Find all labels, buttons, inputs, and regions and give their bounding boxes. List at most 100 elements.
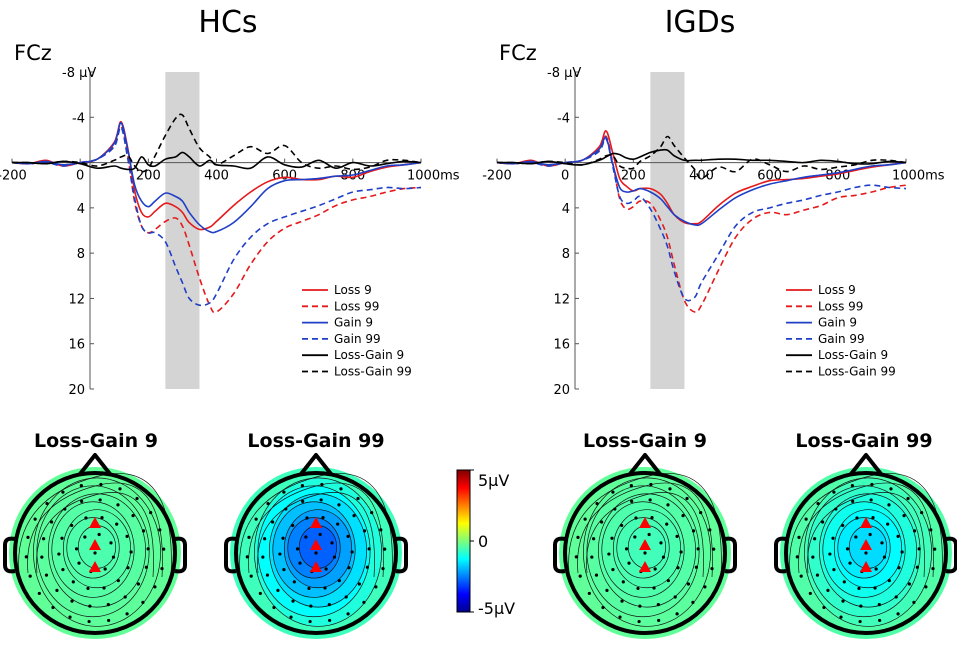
contour-line bbox=[577, 482, 713, 578]
x-tick-label: 800 bbox=[340, 169, 365, 184]
x-tick-label: 200 bbox=[621, 169, 646, 184]
x-tick-label: 0 bbox=[561, 169, 569, 184]
left-ear bbox=[553, 536, 566, 574]
electrode-label: FCz bbox=[14, 41, 52, 65]
x-tick-label: 1000ms bbox=[407, 169, 460, 184]
legend-label: Gain 9 bbox=[334, 316, 373, 330]
legend-label: Loss-Gain 99 bbox=[334, 365, 412, 379]
y-tick-label: 20 bbox=[68, 383, 85, 398]
right-ear bbox=[945, 536, 957, 574]
legend-label: Gain 99 bbox=[818, 332, 865, 346]
legend-label: Loss 99 bbox=[334, 299, 379, 313]
legend-label: Loss 99 bbox=[818, 299, 863, 313]
marked-electrode bbox=[310, 517, 322, 528]
head-outline bbox=[784, 471, 948, 635]
topomap-title: Loss-Gain 99 bbox=[795, 430, 932, 452]
x-tick-label: 1000ms bbox=[892, 169, 945, 184]
marked-electrode bbox=[310, 539, 322, 550]
series-line-loss-gain-9 bbox=[496, 148, 907, 166]
topomap-title: Loss-Gain 99 bbox=[247, 430, 384, 452]
legend-label: Loss-Gain 9 bbox=[334, 348, 404, 362]
y-tick-label: -4 bbox=[557, 111, 570, 126]
colorbar: 5µV 0 -5µV bbox=[456, 469, 515, 618]
y-tick-label: 16 bbox=[553, 338, 570, 353]
series-line-gain-9 bbox=[496, 136, 907, 227]
marked-electrode bbox=[89, 539, 101, 550]
left-ear bbox=[224, 536, 237, 574]
topomap-title: Loss-Gain 9 bbox=[34, 430, 158, 452]
contour-line bbox=[27, 482, 163, 578]
marked-electrode bbox=[89, 517, 101, 528]
electrode-label: FCz bbox=[499, 41, 537, 65]
colorbar-tick-max: 5µV bbox=[478, 471, 509, 490]
topomap-title: Loss-Gain 9 bbox=[583, 430, 707, 452]
x-tick-label: 400 bbox=[204, 169, 229, 184]
colorbar-gradient bbox=[456, 469, 471, 613]
y-tick-label: 20 bbox=[553, 383, 570, 398]
y-tick-label: -8 µV bbox=[62, 66, 96, 81]
right-ear bbox=[395, 536, 408, 574]
marked-electrode bbox=[639, 539, 651, 550]
x-tick-label: 200 bbox=[136, 169, 161, 184]
nose bbox=[628, 453, 662, 476]
electrode-dots bbox=[24, 482, 166, 624]
x-tick-label: 0 bbox=[76, 169, 84, 184]
legend-label: Loss 9 bbox=[818, 283, 856, 297]
marked-electrode bbox=[639, 517, 651, 528]
y-tick-label: -4 bbox=[72, 111, 85, 126]
contour-line bbox=[257, 492, 375, 578]
colorbar-tick-min: -5µV bbox=[478, 599, 515, 618]
x-tick-label: -200 bbox=[0, 169, 27, 184]
marked-electrode bbox=[639, 561, 651, 572]
nose bbox=[849, 453, 883, 476]
series-line-loss-99 bbox=[11, 125, 422, 314]
y-tick-label: 12 bbox=[553, 292, 570, 307]
electrode-dots bbox=[574, 482, 716, 624]
series-line-loss-gain-9 bbox=[11, 151, 422, 171]
highlight-window bbox=[650, 72, 685, 389]
highlight-window bbox=[165, 72, 200, 389]
head-outline bbox=[234, 471, 398, 635]
marked-electrode bbox=[89, 561, 101, 572]
marked-electrode bbox=[860, 517, 872, 528]
panel-title: IGDs bbox=[665, 5, 736, 40]
right-ear bbox=[724, 536, 737, 574]
right-ear bbox=[174, 536, 187, 574]
y-tick-label: -8 µV bbox=[547, 66, 581, 81]
topomap-hcs-loss-gain-99: Loss-Gain 99 bbox=[224, 430, 408, 639]
y-tick-label: 16 bbox=[68, 338, 85, 353]
left-ear bbox=[3, 536, 16, 574]
legend-label: Loss 9 bbox=[334, 283, 372, 297]
legend-label: Gain 9 bbox=[818, 316, 857, 330]
series-line-gain-99 bbox=[496, 137, 907, 302]
y-tick-label: 12 bbox=[68, 292, 85, 307]
left-ear bbox=[774, 536, 787, 574]
topomap-igds-loss-gain-9: Loss-Gain 9 bbox=[553, 430, 737, 639]
contour-line bbox=[798, 482, 934, 578]
head-outline bbox=[13, 471, 177, 635]
marked-electrode bbox=[860, 561, 872, 572]
contour-line bbox=[248, 482, 384, 578]
series-line-gain-99 bbox=[11, 126, 422, 307]
topomap-igds-loss-gain-99: Loss-Gain 99 bbox=[774, 430, 957, 639]
colorbar-tick-zero: 0 bbox=[478, 532, 488, 551]
x-tick-label: -200 bbox=[482, 169, 512, 184]
head-outline bbox=[563, 471, 727, 635]
y-tick-label: 8 bbox=[77, 247, 85, 262]
y-tick-label: 4 bbox=[562, 202, 570, 217]
electrode-dots bbox=[795, 482, 937, 624]
contour-line bbox=[586, 492, 704, 578]
topomap-hcs-loss-gain-9: Loss-Gain 9 bbox=[3, 430, 187, 639]
series-line-gain-9 bbox=[11, 122, 422, 234]
marked-electrode bbox=[310, 561, 322, 572]
legend-label: Loss-Gain 9 bbox=[818, 348, 888, 362]
contour-line bbox=[36, 492, 154, 578]
legend-label: Gain 99 bbox=[334, 332, 381, 346]
marked-electrode bbox=[860, 539, 872, 550]
contour-line bbox=[807, 492, 925, 578]
y-tick-label: 4 bbox=[77, 202, 85, 217]
y-tick-label: 8 bbox=[562, 247, 570, 262]
